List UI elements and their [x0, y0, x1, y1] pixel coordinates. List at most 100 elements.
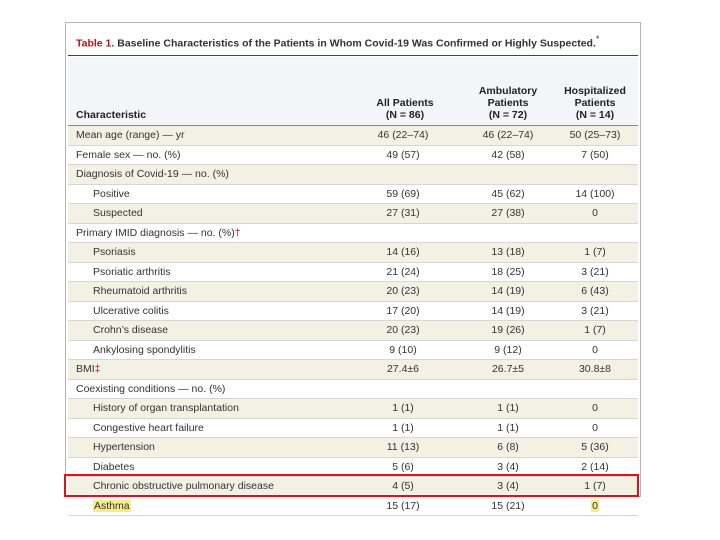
row-label: Rheumatoid arthritis [93, 285, 187, 297]
table-row: Ulcerative colitis 17 (20) 14 (19) 3 (21… [68, 302, 638, 321]
cell-all-patients: 46 (22–74) [377, 129, 429, 141]
cell-all-patients: 27 (31) [386, 207, 420, 219]
table-row: Psoriasis 14 (16) 13 (18) 1 (7) [68, 243, 638, 263]
cell-all-patients: 1 (1) [392, 402, 414, 414]
table-row-section: Coexisting conditions — no. (%) [68, 380, 638, 399]
row-label: Crohn’s disease [93, 324, 169, 336]
table-title-label: Table 1. [76, 37, 115, 50]
table-title-footnote-mark: * [595, 34, 600, 44]
cell-ambulatory: 42 (58) [491, 148, 525, 161]
row-label: Female sex — no. (%) [76, 148, 181, 161]
cell-ambulatory: 14 (19) [491, 304, 525, 317]
row-label: Diabetes [93, 460, 135, 473]
cell-all-patients: 4 (5) [392, 480, 414, 492]
column-header-ambulatory-patients: Ambulatory Patients (N = 72) [478, 85, 538, 121]
table-row: Ankylosing spondylitis 9 (10) 9 (12) 0 [68, 341, 638, 360]
cell-all-patients: 49 (57) [386, 148, 420, 161]
title-rule [68, 55, 638, 56]
table-row: Female sex — no. (%) 49 (57) 42 (58) 7 (… [68, 146, 638, 165]
row-label: Congestive heart failure [93, 421, 204, 434]
cell-all-patients: 20 (23) [386, 285, 420, 297]
table-row-section: Primary IMID diagnosis — no. (%)† [68, 224, 638, 243]
cell-all-patients: 20 (23) [386, 324, 420, 336]
table-row-asthma: Asthma 15 (17) 15 (21) 0 [68, 497, 638, 516]
cell-ambulatory: 26.7±5 [491, 363, 525, 375]
cell-ambulatory: 18 (25) [491, 265, 525, 278]
cell-hospitalized: 50 (25–73) [569, 129, 621, 141]
column-header-hospitalized-patients: Hospitalized Patients (N = 14) [564, 85, 626, 121]
cell-hospitalized: 0 [592, 207, 598, 219]
cell-all-patients: 27.4±6 [386, 363, 420, 375]
cell-ambulatory: 13 (18) [491, 246, 525, 258]
footnote-mark: ‡ [94, 363, 101, 375]
cell-all-patients: 59 (69) [386, 187, 420, 200]
row-label: Ulcerative colitis [93, 304, 169, 317]
cell-ambulatory: 6 (8) [497, 441, 519, 453]
column-header-characteristic: Characteristic [76, 109, 147, 121]
table-row: Diabetes 5 (6) 3 (4) 2 (14) [68, 458, 638, 477]
row-label: Psoriasis [93, 246, 136, 258]
cell-hospitalized: 14 (100) [575, 187, 615, 200]
cell-all-patients: 1 (1) [392, 421, 414, 434]
table-title: Table 1. Baseline Characteristics of the… [76, 34, 599, 50]
table-row: Positive 59 (69) 45 (62) 14 (100) [68, 185, 638, 204]
table-row: Hypertension 11 (13) 6 (8) 5 (36) [68, 438, 638, 458]
cell-ambulatory: 45 (62) [491, 187, 525, 200]
cell-all-patients: 15 (17) [386, 499, 420, 512]
row-label: Positive [93, 187, 130, 200]
cell-hospitalized: 3 (21) [581, 304, 609, 317]
table-row: BMI‡ 27.4±6 26.7±5 30.8±8 [68, 360, 638, 380]
baseline-characteristics-table: Table 1. Baseline Characteristics of the… [65, 22, 641, 516]
cell-hospitalized: 0 [560, 497, 630, 516]
table-row: History of organ transplantation 1 (1) 1… [68, 399, 638, 419]
cell-hospitalized: 6 (43) [581, 285, 609, 297]
cell-hospitalized: 0 [592, 343, 598, 356]
cell-hospitalized: 1 (7) [584, 324, 606, 336]
row-label: Suspected [93, 207, 143, 219]
table-row: Rheumatoid arthritis 20 (23) 14 (19) 6 (… [68, 282, 638, 302]
table-title-text: Baseline Characteristics of the Patients… [117, 37, 596, 50]
cell-hospitalized: 1 (7) [584, 246, 606, 258]
column-header-all-patients: All Patients (N = 86) [376, 97, 434, 121]
cell-all-patients: 11 (13) [386, 441, 420, 453]
row-label: BMI‡ [76, 363, 101, 375]
cell-ambulatory: 46 (22–74) [482, 129, 534, 141]
cell-ambulatory: 14 (19) [491, 285, 525, 297]
row-label: Mean age (range) — yr [76, 129, 185, 141]
cell-ambulatory: 19 (26) [491, 324, 525, 336]
cell-hospitalized: 0 [592, 421, 598, 434]
cell-ambulatory: 1 (1) [497, 402, 519, 414]
table-row-section: Diagnosis of Covid-19 — no. (%) [68, 165, 638, 185]
table-row: Suspected 27 (31) 27 (38) 0 [68, 204, 638, 224]
annotation-highlight-box [64, 474, 639, 497]
cell-all-patients: 17 (20) [386, 304, 420, 317]
cell-hospitalized: 3 (21) [581, 265, 609, 278]
cell-ambulatory: 3 (4) [497, 460, 519, 473]
table-row: Congestive heart failure 1 (1) 1 (1) 0 [68, 419, 638, 438]
cell-ambulatory: 3 (4) [497, 480, 519, 492]
row-label: Chronic obstructive pulmonary disease [93, 480, 274, 492]
cell-ambulatory: 1 (1) [497, 421, 519, 434]
cell-ambulatory: 9 (12) [494, 343, 522, 356]
table-row: Mean age (range) — yr 46 (22–74) 46 (22–… [68, 126, 638, 146]
table-header: Characteristic All Patients (N = 86) Amb… [68, 57, 638, 125]
cell-hospitalized: 7 (50) [581, 148, 609, 161]
cell-ambulatory: 27 (38) [491, 207, 525, 219]
cell-all-patients: 21 (24) [386, 265, 420, 278]
row-label: Diagnosis of Covid-19 — no. (%) [76, 168, 229, 180]
row-label: Primary IMID diagnosis — no. (%)† [76, 226, 241, 239]
cell-hospitalized: 0 [592, 402, 598, 414]
row-label: Asthma [93, 497, 131, 516]
row-label: Hypertension [93, 441, 155, 453]
row-label: Coexisting conditions — no. (%) [76, 382, 226, 395]
table-body: Mean age (range) — yr 46 (22–74) 46 (22–… [68, 126, 638, 516]
header-rule [68, 125, 638, 126]
row-label: History of organ transplantation [93, 402, 239, 414]
row-label: Psoriatic arthritis [93, 265, 171, 278]
table-row: Chronic obstructive pulmonary disease 4 … [68, 477, 638, 497]
cell-hospitalized: 30.8±8 [578, 363, 612, 375]
footnote-mark: † [234, 226, 241, 239]
table-row: Crohn’s disease 20 (23) 19 (26) 1 (7) [68, 321, 638, 341]
cell-ambulatory: 15 (21) [491, 499, 525, 512]
cell-hospitalized: 2 (14) [581, 460, 609, 473]
